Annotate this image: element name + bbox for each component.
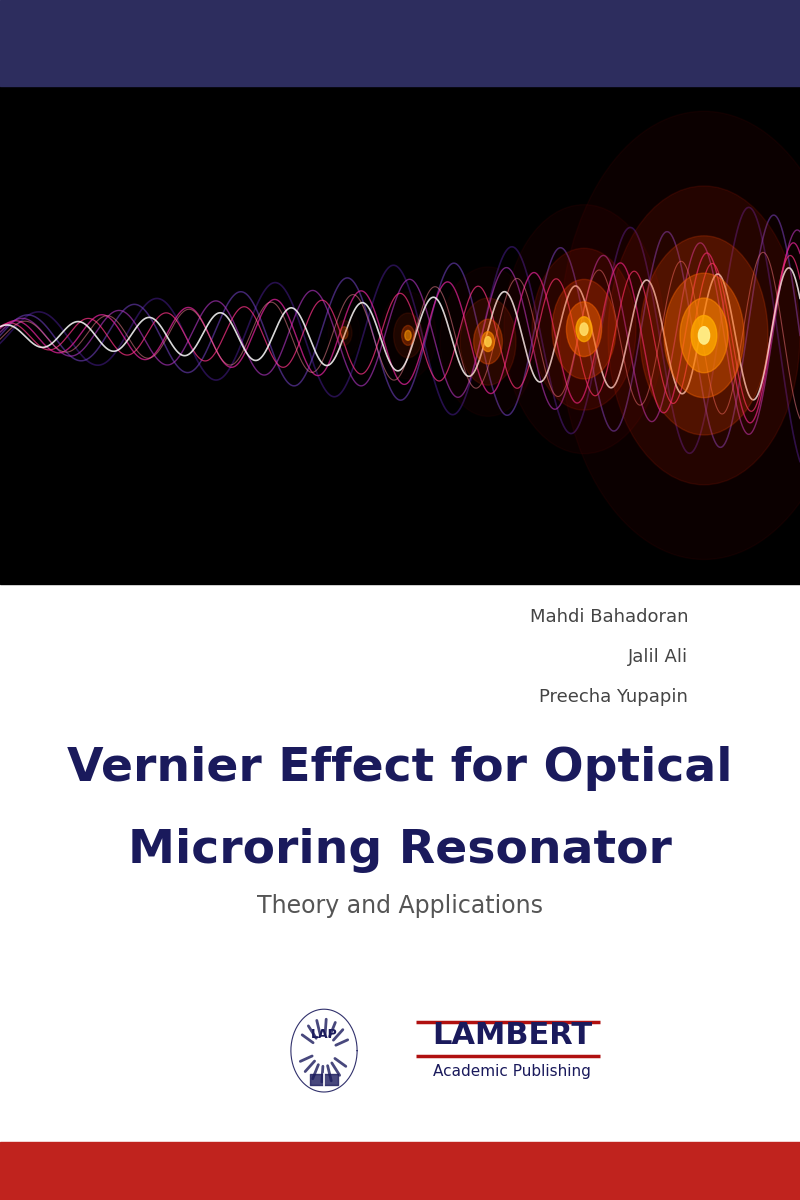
Bar [0, 1142, 800, 1200]
Circle shape [340, 326, 348, 340]
Circle shape [560, 112, 800, 559]
Circle shape [664, 274, 744, 397]
Bar [0, 0, 800, 86]
Circle shape [460, 298, 516, 385]
Circle shape [552, 280, 616, 379]
Circle shape [608, 186, 800, 485]
Text: Academic Publishing: Academic Publishing [433, 1064, 591, 1079]
Text: Vernier Effect for Optical: Vernier Effect for Optical [67, 746, 733, 791]
Circle shape [680, 298, 728, 373]
Circle shape [402, 325, 414, 346]
Text: Mahdi Bahadoran: Mahdi Bahadoran [530, 608, 688, 626]
Text: Microring Resonator: Microring Resonator [128, 828, 672, 872]
Circle shape [580, 323, 588, 335]
Circle shape [504, 205, 664, 454]
Circle shape [405, 330, 411, 341]
Text: Preecha Yupapin: Preecha Yupapin [539, 688, 688, 706]
Circle shape [576, 317, 592, 342]
Text: LAMBERT: LAMBERT [432, 1021, 592, 1050]
Bar [0, 86, 800, 584]
Circle shape [566, 301, 602, 356]
Text: Theory and Applications: Theory and Applications [257, 894, 543, 918]
Circle shape [698, 326, 710, 344]
Circle shape [640, 235, 768, 434]
Text: LAP: LAP [310, 1028, 338, 1042]
Text: Jalil Ali: Jalil Ali [628, 648, 688, 666]
Circle shape [336, 320, 352, 346]
Circle shape [474, 319, 502, 364]
Circle shape [691, 316, 717, 355]
Circle shape [440, 266, 536, 416]
Circle shape [482, 331, 494, 352]
Circle shape [532, 248, 636, 410]
Circle shape [485, 337, 491, 347]
Circle shape [394, 313, 422, 358]
